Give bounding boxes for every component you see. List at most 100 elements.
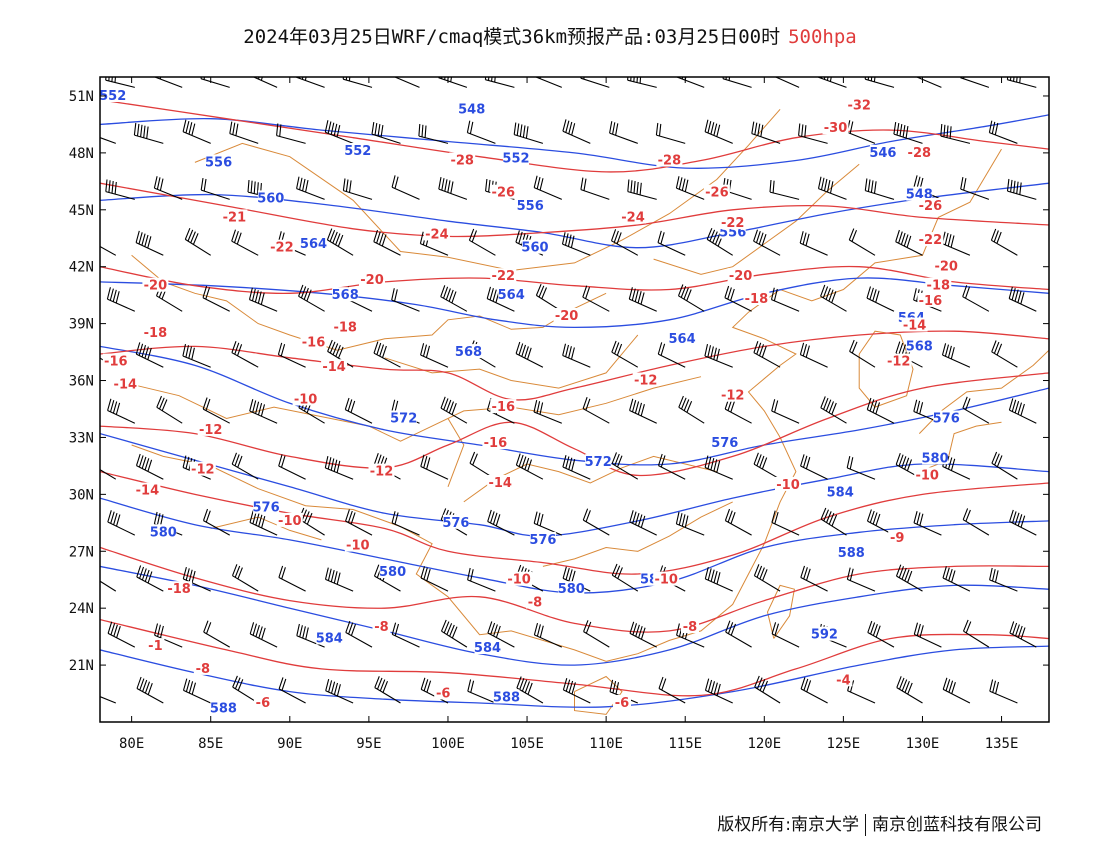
wind-barb	[202, 397, 230, 424]
wind-barb	[373, 341, 401, 368]
wind-barb	[276, 123, 306, 144]
wind-barb	[820, 396, 847, 424]
wind-barb	[231, 564, 259, 592]
wind-barb	[345, 509, 373, 536]
wind-barb	[374, 676, 401, 704]
boundary-line	[766, 584, 795, 639]
wind-barb	[771, 622, 800, 648]
wind-barb	[100, 469, 117, 480]
copyright-footer: 版权所有:南京大学 南京创蓝科技有限公司	[717, 810, 1042, 836]
wind-barb	[629, 510, 657, 536]
temperature-contour-label-bg	[487, 475, 514, 489]
temperature-contour-label-bg	[142, 277, 169, 292]
height-contour-label-bg	[442, 514, 469, 529]
latitude-axis: 21N 24N 27N 30N 33N 36N 39N 42N 45N 48N 51N	[69, 89, 1049, 674]
wind-barb	[800, 677, 828, 704]
height-contour-label-bg	[869, 144, 896, 159]
temperature-contour-label: -6	[615, 696, 629, 711]
wind-barb	[704, 566, 733, 592]
temperature-contour-label-bg	[482, 435, 509, 450]
temperature-contour--24	[100, 182, 1049, 238]
temperature-contour-label: -10	[294, 393, 318, 408]
height-contour-568	[100, 277, 1049, 329]
wind-barb	[678, 395, 705, 424]
wind-barb	[895, 564, 923, 592]
wind-barb	[182, 343, 211, 368]
temperature-contour-label-bg	[332, 319, 359, 334]
wind-barb	[846, 455, 876, 480]
wind-barb	[278, 454, 306, 480]
wind-barb	[751, 121, 781, 144]
wind-barb	[202, 285, 230, 312]
height-contour-label: 546	[869, 146, 896, 161]
temperature-contour-label: -16	[492, 400, 516, 415]
temperature-contour-label-bg	[221, 209, 248, 224]
wind-barb	[135, 453, 164, 480]
wind-barb	[391, 288, 420, 312]
height-contour-label-bg	[811, 626, 838, 641]
height-contour-label-bg	[257, 190, 284, 205]
wind-barb	[770, 287, 800, 312]
wind-barb	[136, 565, 164, 592]
height-contour-label-bg	[332, 287, 359, 302]
wind-barb	[278, 565, 306, 592]
wind-barb	[848, 228, 876, 256]
lon-tick-label: 95E	[356, 736, 381, 752]
temperature-contour--8	[100, 546, 1049, 633]
wind-barb	[533, 399, 563, 424]
lon-tick-label: 125E	[827, 736, 861, 752]
wind-barb	[849, 339, 876, 368]
temperature-contour-label-bg	[822, 120, 849, 135]
wind-barb	[533, 175, 563, 200]
wind-barb	[582, 285, 610, 312]
wind-barb	[106, 287, 136, 312]
wind-barb	[867, 620, 895, 648]
boundary-line	[131, 376, 702, 442]
height-contour-label-bg	[210, 700, 237, 715]
wind-barb	[725, 620, 752, 648]
wind-barb	[100, 696, 117, 704]
temperature-contour-label: -16	[484, 436, 508, 451]
height-contour-label-bg	[379, 564, 406, 579]
wind-barb	[753, 229, 781, 256]
wind-barb	[467, 567, 496, 592]
temperature-contour-label-bg	[703, 184, 730, 199]
temperature-contour-label: -16	[302, 336, 326, 351]
temperature-contour-label: -24	[621, 210, 645, 225]
temperature-contour-label: -22	[270, 241, 294, 256]
wind-barb	[468, 228, 496, 256]
wind-barb	[704, 455, 733, 480]
wind-barb	[817, 176, 847, 200]
temperature-contour-label: -12	[721, 389, 745, 404]
temperature-contour-label: -18	[745, 292, 769, 307]
wind-barb	[420, 343, 449, 368]
wind-barb	[533, 622, 563, 648]
lat-tick-label: 21N	[69, 658, 94, 674]
longitude-axis: 80E 85E 90E 95E 100E 105E 110E 115E 120E 125E 130E…	[119, 77, 1018, 752]
lon-tick-label: 135E	[985, 736, 1019, 752]
temperature-contour-label: -12	[199, 423, 223, 438]
lat-tick-label: 39N	[69, 317, 94, 333]
wind-barb	[229, 121, 259, 144]
wind-barb	[771, 399, 800, 424]
title-main: 2024年03月25日WRF/cmaq模式36km预报产品:03月25日00时	[243, 26, 781, 48]
wind-barb	[202, 508, 230, 536]
height-contour-label-bg	[933, 410, 960, 425]
temperature-contour--16	[100, 330, 1049, 401]
height-contour-label-bg	[827, 484, 854, 499]
height-contour-label: 552	[344, 144, 371, 159]
wind-barb	[184, 227, 211, 256]
temperature-contour-label: -12	[191, 463, 215, 478]
wind-barb	[1008, 398, 1037, 424]
wind-barb	[704, 119, 733, 144]
wind-barb	[846, 567, 876, 592]
height-contour-584	[100, 565, 1049, 666]
wind-barb	[582, 397, 610, 424]
temperature-contour-label-bg	[914, 467, 941, 482]
temperature-contour-label: -20	[555, 309, 579, 324]
plot-background	[100, 77, 1049, 722]
temperature-contour-label: -8	[196, 662, 210, 677]
wind-barb	[1009, 621, 1037, 648]
wind-barb	[941, 343, 971, 368]
temperature-contour-label-bg	[423, 226, 450, 241]
